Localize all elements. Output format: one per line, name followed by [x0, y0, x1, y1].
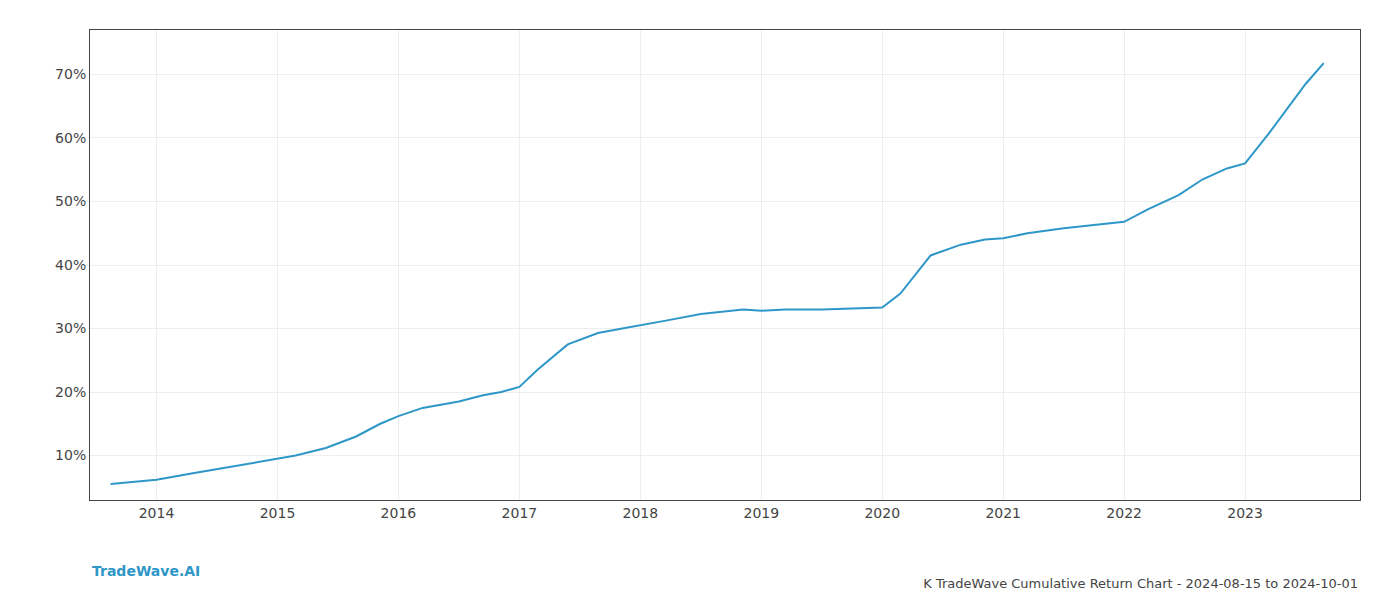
- svg-text:10%: 10%: [55, 447, 86, 463]
- svg-text:20%: 20%: [55, 384, 86, 400]
- svg-text:2020: 2020: [864, 505, 900, 521]
- svg-text:30%: 30%: [55, 320, 86, 336]
- svg-text:40%: 40%: [55, 257, 86, 273]
- svg-text:2014: 2014: [139, 505, 175, 521]
- svg-text:2015: 2015: [260, 505, 296, 521]
- svg-text:2017: 2017: [502, 505, 538, 521]
- svg-text:2023: 2023: [1227, 505, 1263, 521]
- svg-text:2022: 2022: [1106, 505, 1142, 521]
- svg-text:2018: 2018: [623, 505, 659, 521]
- svg-text:2019: 2019: [743, 505, 779, 521]
- svg-text:60%: 60%: [55, 130, 86, 146]
- svg-text:2016: 2016: [381, 505, 417, 521]
- svg-text:70%: 70%: [55, 66, 86, 82]
- svg-text:2021: 2021: [985, 505, 1021, 521]
- svg-text:50%: 50%: [55, 193, 86, 209]
- svg-text:TradeWave.AI: TradeWave.AI: [92, 563, 200, 579]
- svg-text:K TradeWave Cumulative Return: K TradeWave Cumulative Return Chart - 20…: [923, 576, 1358, 591]
